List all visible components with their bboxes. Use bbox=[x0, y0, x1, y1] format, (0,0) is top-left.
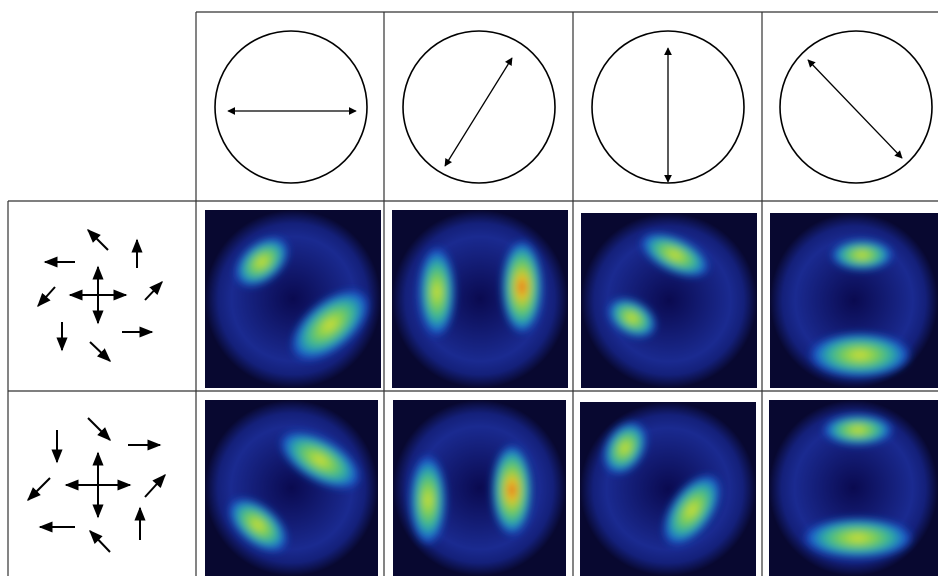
polarization-icon bbox=[403, 31, 555, 183]
polarization-icon bbox=[780, 31, 932, 183]
intensity-image bbox=[392, 210, 568, 388]
polarization-icon bbox=[215, 31, 367, 183]
page: {} body { margin: 0; width: 938px; heigh… bbox=[0, 0, 938, 576]
intensity-images bbox=[205, 210, 938, 576]
figure bbox=[0, 0, 938, 576]
intensity-image bbox=[205, 210, 383, 388]
page-body: (() => { const data = JSON.parse(documen… bbox=[0, 0, 938, 576]
polarization-icon bbox=[592, 31, 744, 183]
intensity-image bbox=[581, 213, 757, 388]
intensity-image bbox=[393, 400, 566, 576]
intensity-image bbox=[770, 213, 938, 388]
intensity-image bbox=[580, 402, 756, 576]
field-arrows-row2 bbox=[28, 418, 165, 552]
field-arrows-row1 bbox=[38, 230, 162, 361]
intensity-image bbox=[769, 400, 938, 576]
intensity-image bbox=[205, 400, 378, 576]
